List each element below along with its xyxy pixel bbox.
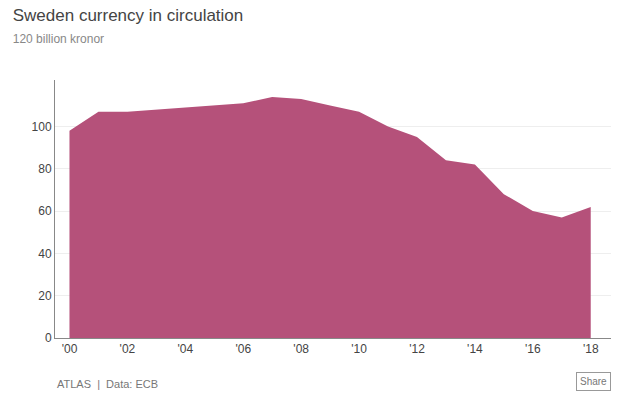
- svg-text:'08: '08: [293, 342, 309, 356]
- svg-text:'06: '06: [235, 342, 251, 356]
- svg-text:'00: '00: [62, 342, 78, 356]
- svg-text:ATLAS | Data: ECB: ATLAS | Data: ECB: [57, 378, 158, 390]
- svg-text:'14: '14: [467, 342, 483, 356]
- svg-text:60: 60: [38, 204, 52, 218]
- svg-text:Share: Share: [580, 376, 607, 387]
- svg-text:40: 40: [38, 247, 52, 261]
- svg-text:100: 100: [32, 120, 52, 134]
- svg-text:'02: '02: [120, 342, 136, 356]
- svg-text:20: 20: [38, 289, 52, 303]
- svg-text:'18: '18: [583, 342, 599, 356]
- svg-text:0: 0: [45, 331, 52, 345]
- svg-text:80: 80: [38, 162, 52, 176]
- svg-text:'10: '10: [351, 342, 367, 356]
- svg-text:'12: '12: [409, 342, 425, 356]
- svg-text:'16: '16: [525, 342, 541, 356]
- svg-text:'04: '04: [177, 342, 193, 356]
- svg-text:Sweden currency in circulation: Sweden currency in circulation120 billio…: [13, 6, 244, 46]
